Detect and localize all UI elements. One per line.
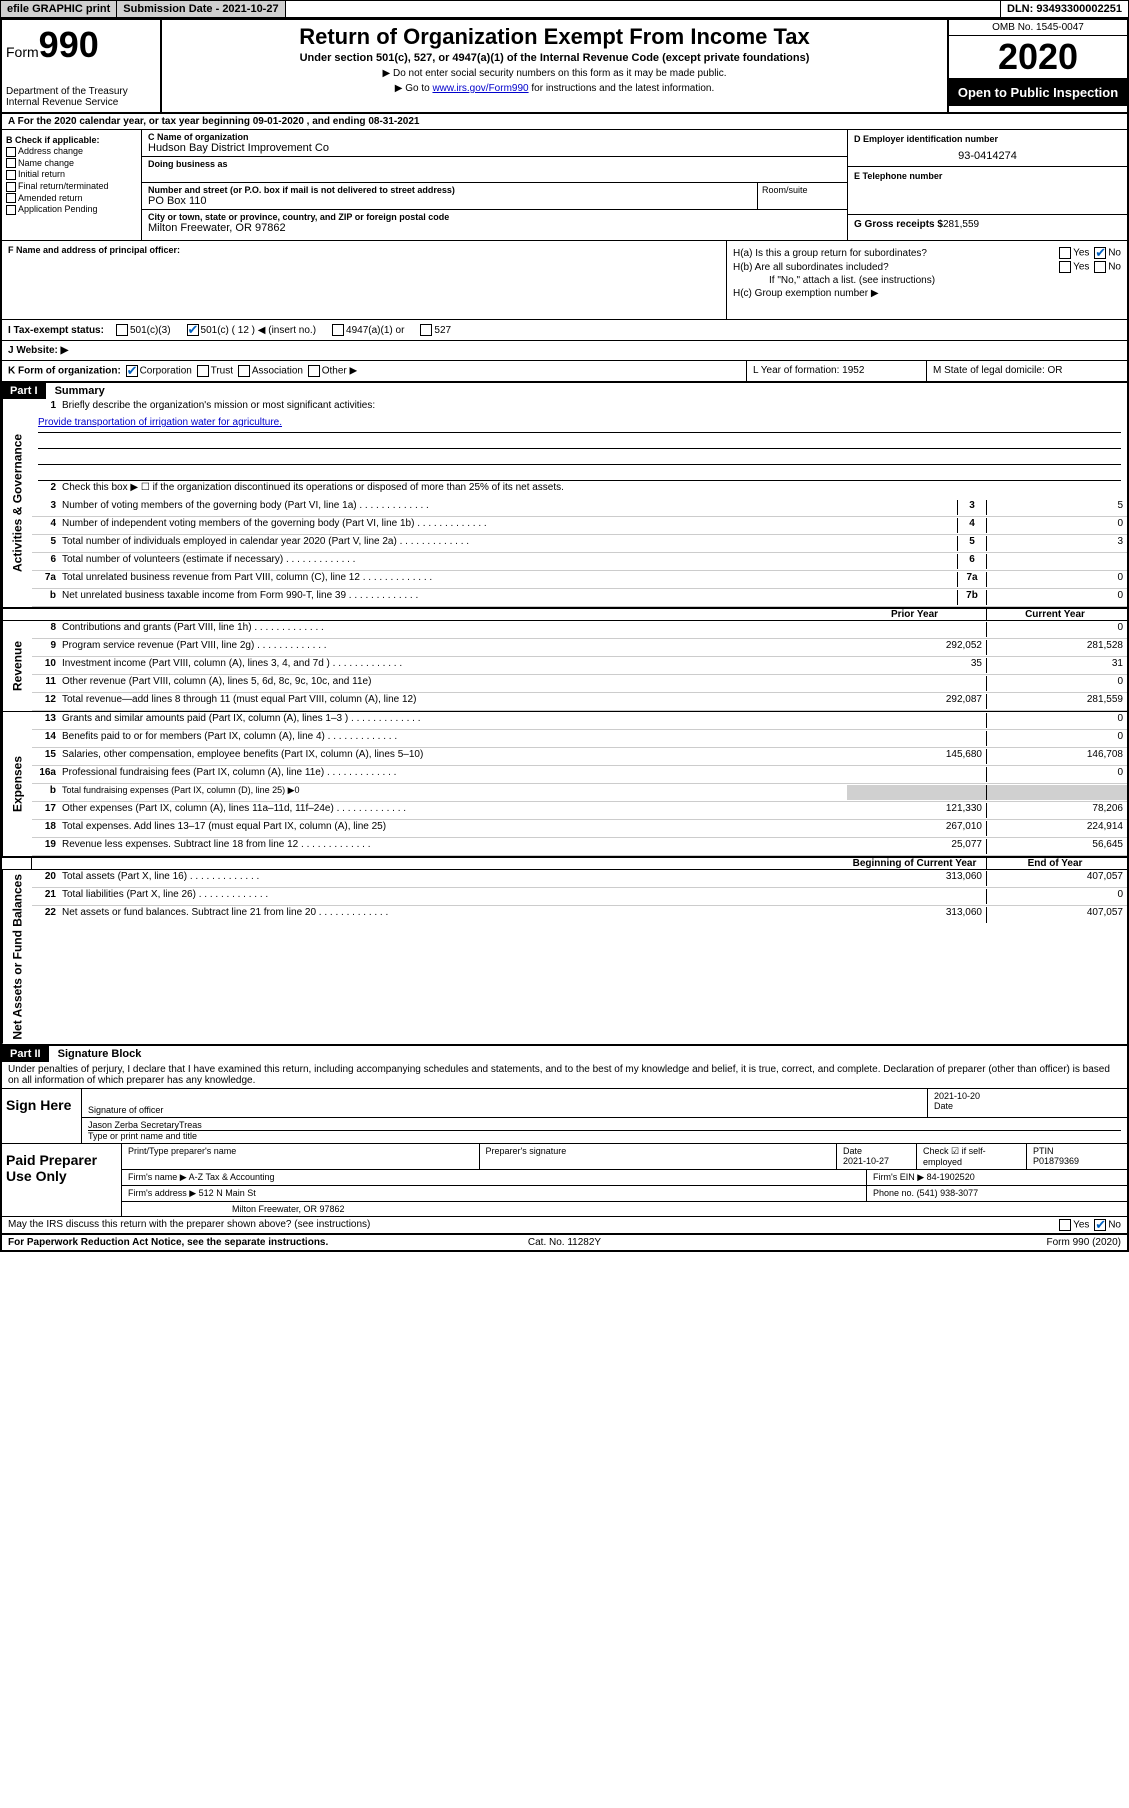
form-number: 990 <box>39 24 99 65</box>
irs-link[interactable]: www.irs.gov/Form990 <box>432 83 528 94</box>
form-year-block: OMB No. 1545-0047 2020 Open to Public In… <box>947 20 1127 112</box>
ha-yes[interactable] <box>1059 247 1071 259</box>
org-name: Hudson Bay District Improvement Co <box>148 142 841 154</box>
col-de: D Employer identification number 93-0414… <box>847 130 1127 240</box>
netassets-section: Net Assets or Fund Balances 20Total asse… <box>2 870 1127 1046</box>
part1-header: Part I Summary <box>2 383 1127 399</box>
form-note-1: ▶ Do not enter social security numbers o… <box>170 68 939 79</box>
public-inspection: Open to Public Inspection <box>949 79 1127 106</box>
chk-501c3[interactable] <box>116 324 128 336</box>
firm-addr2: Milton Freewater, OR 97862 <box>122 1202 1127 1216</box>
paid-preparer-label: Paid Preparer Use Only <box>2 1144 122 1216</box>
ein-value: 93-0414274 <box>854 150 1121 162</box>
discuss-row: May the IRS discuss this return with the… <box>2 1217 1127 1234</box>
chk-4947[interactable] <box>332 324 344 336</box>
block-bcd: B Check if applicable: Address change Na… <box>2 130 1127 241</box>
col-b-label: B Check if applicable: <box>6 135 137 145</box>
city-cell: City or town, state or province, country… <box>142 210 847 240</box>
discuss-no[interactable] <box>1094 1219 1106 1231</box>
sign-here-row: Sign Here Signature of officer 2021-10-2… <box>2 1089 1127 1144</box>
ein-cell: D Employer identification number 93-0414… <box>848 130 1127 167</box>
chk-501c[interactable] <box>187 324 199 336</box>
tax-exempt-row: I Tax-exempt status: 501(c)(3) 501(c) ( … <box>2 320 1127 341</box>
chk-name-change[interactable] <box>6 158 16 168</box>
submission-date: Submission Date - 2021-10-27 <box>117 1 285 17</box>
sig-date-value: 2021-10-20 <box>934 1091 1121 1101</box>
room-suite: Room/suite <box>757 183 847 209</box>
hb-no[interactable] <box>1094 261 1106 273</box>
form-header: Form990 Department of the Treasury Inter… <box>2 20 1127 114</box>
chk-assoc[interactable] <box>238 365 250 377</box>
gross-receipts: G Gross receipts $281,559 <box>848 215 1127 234</box>
form-id-block: Form990 Department of the Treasury Inter… <box>2 20 162 112</box>
form-subtitle: Under section 501(c), 527, or 4947(a)(1)… <box>170 52 939 64</box>
expenses-section: Expenses 13Grants and similar amounts pa… <box>2 712 1127 857</box>
footer-mid: Cat. No. 11282Y <box>379 1237 750 1248</box>
dba-cell: Doing business as <box>142 157 847 183</box>
revenue-section: Revenue 8Contributions and grants (Part … <box>2 621 1127 712</box>
chk-final-return[interactable] <box>6 182 16 192</box>
tax-year: 2020 <box>949 36 1127 79</box>
org-name-cell: C Name of organization Hudson Bay Distri… <box>142 130 847 157</box>
part2-header: Part II Signature Block <box>2 1046 1127 1062</box>
activities-governance: Activities & Governance 1Briefly describ… <box>2 399 1127 608</box>
form-footer: For Paperwork Reduction Act Notice, see … <box>2 1234 1127 1250</box>
chk-527[interactable] <box>420 324 432 336</box>
officer-name: Jason Zerba SecretaryTreas <box>88 1120 1121 1131</box>
chk-corp[interactable] <box>126 365 138 377</box>
form-container: Form990 Department of the Treasury Inter… <box>0 18 1129 1252</box>
firm-addr1: 512 N Main St <box>199 1188 256 1198</box>
vlabel-expenses: Expenses <box>2 712 32 856</box>
firm-name: A-Z Tax & Accounting <box>189 1172 275 1182</box>
vlabel-revenue: Revenue <box>2 621 32 711</box>
revenue-header-row: Prior Year Current Year <box>2 608 1127 621</box>
hb-yes[interactable] <box>1059 261 1071 273</box>
chk-trust[interactable] <box>197 365 209 377</box>
declaration-text: Under penalties of perjury, I declare th… <box>2 1062 1127 1089</box>
chk-amended[interactable] <box>6 193 16 203</box>
telephone-cell: E Telephone number <box>848 167 1127 215</box>
paid-preparer-row: Paid Preparer Use Only Print/Type prepar… <box>2 1144 1127 1217</box>
omb-number: OMB No. 1545-0047 <box>949 20 1127 36</box>
form-title: Return of Organization Exempt From Incom… <box>170 24 939 50</box>
form-org-type: K Form of organization: Corporation Trus… <box>2 361 747 381</box>
firm-phone: (541) 938-3077 <box>917 1188 979 1198</box>
footer-right: Form 990 (2020) <box>750 1237 1121 1248</box>
row-a-period: A For the 2020 calendar year, or tax yea… <box>2 114 1127 130</box>
vlabel-governance: Activities & Governance <box>2 399 32 607</box>
ptin-value: P01879369 <box>1033 1156 1079 1166</box>
efile-button[interactable]: efile GRAPHIC print <box>1 1 117 17</box>
org-address: PO Box 110 <box>148 195 751 207</box>
col-b-checkboxes: B Check if applicable: Address change Na… <box>2 130 142 240</box>
vlabel-netassets: Net Assets or Fund Balances <box>2 870 32 1044</box>
firm-ein: 84-1902520 <box>927 1172 975 1182</box>
website-row: J Website: ▶ <box>2 341 1127 361</box>
state-domicile: M State of legal domicile: OR <box>927 361 1127 381</box>
principal-officer: F Name and address of principal officer: <box>2 241 727 319</box>
year-formation: L Year of formation: 1952 <box>747 361 927 381</box>
ha-no[interactable] <box>1094 247 1106 259</box>
chk-initial-return[interactable] <box>6 170 16 180</box>
org-city: Milton Freewater, OR 97862 <box>148 222 841 234</box>
mission-text: Provide transportation of irrigation wat… <box>38 417 1121 433</box>
chk-app-pending[interactable] <box>6 205 16 215</box>
row-klm: K Form of organization: Corporation Trus… <box>2 361 1127 383</box>
address-row: Number and street (or P.O. box if mail i… <box>142 183 847 210</box>
chk-address-change[interactable] <box>6 147 16 157</box>
department-label: Department of the Treasury Internal Reve… <box>6 86 156 108</box>
footer-left: For Paperwork Reduction Act Notice, see … <box>8 1237 379 1248</box>
chk-other[interactable] <box>308 365 320 377</box>
form-title-block: Return of Organization Exempt From Incom… <box>162 20 947 112</box>
form-note-2: ▶ Go to www.irs.gov/Form990 for instruct… <box>170 83 939 94</box>
top-bar: efile GRAPHIC print Submission Date - 20… <box>0 0 1129 18</box>
discuss-yes[interactable] <box>1059 1219 1071 1231</box>
col-c-org-info: C Name of organization Hudson Bay Distri… <box>142 130 847 240</box>
dln-number: DLN: 93493300002251 <box>1000 1 1128 17</box>
form-prefix: Form <box>6 44 39 60</box>
group-return-block: H(a) Is this a group return for subordin… <box>727 241 1127 319</box>
sign-here-label: Sign Here <box>2 1089 82 1143</box>
netassets-header-row: Beginning of Current Year End of Year <box>2 857 1127 870</box>
block-fh: F Name and address of principal officer:… <box>2 241 1127 320</box>
